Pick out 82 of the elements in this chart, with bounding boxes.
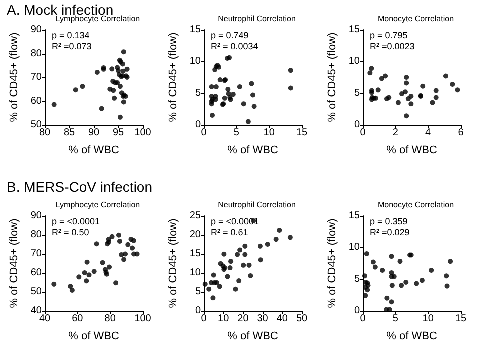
y-tick-label: 50 [30,286,42,298]
y-tick-label: 15 [190,248,202,260]
x-axis-title: % of WBC [68,144,120,156]
x-tick-label: 30 [257,314,269,324]
x-tick-label: 10 [218,314,230,324]
y-axis-title: % of CD45+ (flow) [326,32,338,122]
x-tick-label: 5 [234,128,240,138]
y-tick-label: 15 [190,24,202,36]
chart-subtitle: Lymphocyte Correlation [56,200,140,210]
annotation: p = <0.0001 [52,216,100,226]
y-tick-label: 10 [190,56,202,68]
y-axis-title: % of CD45+ (flow) [167,32,180,122]
y-tick-label: 10 [348,56,360,68]
x-axis-title: % of WBC [228,330,278,342]
x-tick-label: 95 [112,128,124,138]
y-tick-label: 90 [30,210,42,222]
y-tick-label: 40 [30,306,42,316]
y-axis-title: % of CD45+ (flow) [8,218,20,308]
y-tick-label: 20 [190,230,202,240]
chart-title: B. MERS-CoV infection [7,179,152,195]
annotation: R² =0.0023 [370,42,415,52]
y-tick-label: 5 [195,286,202,298]
y-tick-label: 5 [354,274,360,285]
chart-title: Monocyte Correlation [378,200,454,210]
annotation: p = 0.359 [370,216,408,226]
x-tick-label: 2 [392,128,399,138]
x-tick-label: 10 [422,314,434,324]
y-tick-label: 70 [30,72,42,83]
chart-title: Monocyte Correlation [378,14,454,24]
y-tick-label: 0 [354,120,360,130]
annotation: p = 0.134 [52,30,90,40]
y-tick-label: 70 [30,248,42,260]
x-axis-title: % of WBC [68,330,120,342]
annotation: R² = 0.0034 [211,42,258,52]
x-axis-title: % of WBC [386,144,438,156]
x-tick-label: 40 [39,314,51,324]
y-tick-label: 60 [30,268,42,278]
x-tick-label: 50 [296,314,308,324]
y-axis-title: % of CD45+ (flow) [167,218,180,308]
y-tick-label: 5 [354,88,360,99]
x-tick-label: 80 [104,314,116,324]
x-tick-label: 10 [264,128,276,138]
chart-title: Neutrophil Correlation [218,14,296,24]
x-axis-title: % of WBC [386,330,438,342]
y-tick-label: 10 [190,268,202,278]
x-tick-label: 15 [296,128,308,138]
y-tick-label: 15 [348,210,360,222]
x-tick-label: 100 [134,314,152,324]
chart-title: Neutrophil Correlation [218,200,296,210]
x-tick-label: 60 [72,314,84,324]
x-tick-label: 80 [39,128,51,138]
x-tick-label: 4 [426,128,432,138]
y-tick-label: 0 [354,306,360,316]
annotation: R² = 0.61 [211,228,248,238]
y-tick-label: 0 [195,306,202,316]
x-tick-label: 100 [134,128,152,138]
annotation: R² = 0.50 [52,228,90,238]
x-tick-label: 90 [88,128,100,138]
chart-subtitle: Lymphocyte Correlation [56,14,140,24]
y-tick-label: 90 [30,24,42,36]
x-tick-label: 6 [458,128,464,138]
y-tick-label: 25 [190,210,202,222]
x-tick-label: 15 [455,314,467,324]
annotation: R² =0.073 [52,42,92,52]
y-axis-title: % of CD45+ (flow) [8,32,20,122]
annotation: p = <0.0001 [211,216,260,226]
annotation: p = 0.795 [370,30,408,40]
y-axis-title: % of CD45+ (flow) [326,218,338,308]
y-tick-label: 80 [30,230,42,240]
y-tick-label: 10 [348,242,360,254]
y-tick-label: 15 [348,24,360,36]
annotation: R² =0.029 [370,228,410,238]
x-axis-title: % of WBC [228,144,278,156]
y-tick-label: 0 [195,120,202,130]
x-tick-label: 85 [64,128,76,138]
y-tick-label: 60 [30,96,42,107]
x-tick-label: 5 [392,314,399,324]
x-tick-label: 40 [276,314,288,324]
annotation: p = 0.749 [211,30,249,40]
x-tick-label: 20 [238,314,250,324]
y-tick-label: 80 [30,48,42,60]
y-tick-label: 5 [195,88,202,99]
